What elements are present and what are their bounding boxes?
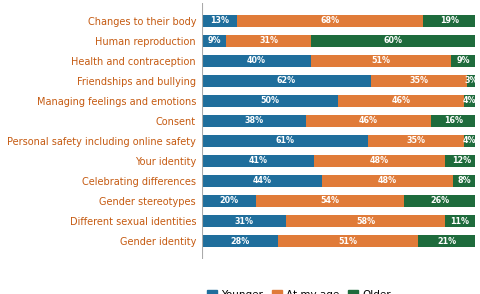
Text: 21%: 21% [437, 237, 456, 245]
Bar [306, 115, 432, 127]
Text: 9%: 9% [456, 56, 469, 65]
Bar [202, 215, 287, 227]
Text: 51%: 51% [338, 237, 358, 245]
Text: 20%: 20% [219, 196, 239, 206]
Bar [453, 175, 475, 187]
Bar [202, 115, 306, 127]
Text: 35%: 35% [407, 136, 426, 145]
Bar [464, 135, 475, 147]
Text: 31%: 31% [259, 36, 278, 45]
Text: 16%: 16% [444, 116, 463, 125]
Bar [369, 135, 464, 147]
Text: 58%: 58% [356, 217, 375, 225]
Bar [256, 195, 404, 207]
Bar [423, 15, 475, 26]
Bar [467, 75, 475, 87]
Legend: Younger, At my age, Older: Younger, At my age, Older [207, 290, 391, 294]
Bar [404, 195, 475, 207]
Bar [202, 55, 311, 67]
Bar [418, 235, 475, 247]
Bar [202, 35, 226, 47]
Text: 48%: 48% [378, 176, 397, 186]
Bar [202, 95, 338, 107]
Bar [202, 75, 371, 87]
Bar [311, 55, 451, 67]
Bar [287, 215, 445, 227]
Text: 40%: 40% [247, 56, 266, 65]
Bar [278, 235, 418, 247]
Bar [322, 175, 453, 187]
Text: 35%: 35% [409, 76, 429, 85]
Text: 44%: 44% [252, 176, 271, 186]
Bar [202, 135, 369, 147]
Bar [338, 95, 464, 107]
Text: 26%: 26% [430, 196, 449, 206]
Text: 60%: 60% [384, 36, 403, 45]
Bar [445, 155, 478, 167]
Text: 3%: 3% [464, 76, 478, 85]
Text: 61%: 61% [276, 136, 295, 145]
Text: 46%: 46% [359, 116, 378, 125]
Text: 38%: 38% [244, 116, 263, 125]
Text: 19%: 19% [440, 16, 459, 25]
Text: 50%: 50% [261, 96, 279, 105]
Text: 4%: 4% [463, 96, 477, 105]
Text: 9%: 9% [207, 36, 221, 45]
Text: 31%: 31% [235, 217, 253, 225]
Text: 46%: 46% [392, 96, 411, 105]
Bar [464, 95, 475, 107]
Text: 11%: 11% [451, 217, 469, 225]
Bar [237, 15, 423, 26]
Text: 68%: 68% [321, 16, 340, 25]
Text: 8%: 8% [457, 176, 471, 186]
Bar [202, 195, 256, 207]
Text: 54%: 54% [321, 196, 340, 206]
Bar [226, 35, 311, 47]
Text: 28%: 28% [230, 237, 250, 245]
Bar [314, 155, 445, 167]
Text: 13%: 13% [210, 16, 229, 25]
Bar [311, 35, 475, 47]
Text: 51%: 51% [372, 56, 390, 65]
Text: 62%: 62% [277, 76, 296, 85]
Bar [451, 55, 475, 67]
Bar [432, 115, 475, 127]
Bar [445, 215, 475, 227]
Text: 48%: 48% [370, 156, 389, 166]
Text: 12%: 12% [452, 156, 471, 166]
Text: 41%: 41% [248, 156, 267, 166]
Bar [202, 155, 314, 167]
Bar [202, 15, 237, 26]
Bar [202, 235, 278, 247]
Bar [371, 75, 467, 87]
Bar [202, 175, 322, 187]
Text: 4%: 4% [463, 136, 477, 145]
